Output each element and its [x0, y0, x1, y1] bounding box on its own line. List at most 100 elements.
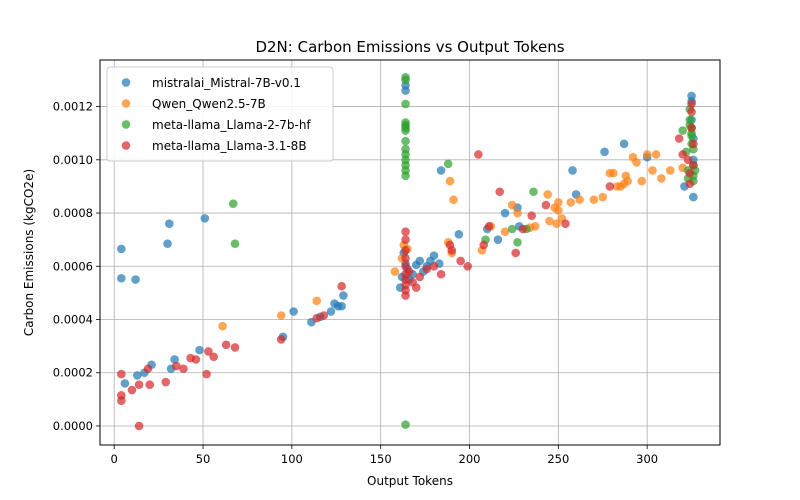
x-axis-label: Output Tokens	[367, 474, 453, 488]
data-point	[598, 192, 608, 202]
data-point	[443, 159, 453, 169]
chart-title: D2N: Carbon Emissions vs Output Tokens	[255, 38, 564, 56]
data-point	[312, 296, 322, 306]
data-point	[415, 256, 425, 266]
legend-marker	[121, 99, 131, 108]
data-point	[195, 345, 204, 355]
data-point	[218, 321, 227, 331]
data-point	[518, 224, 528, 234]
data-point	[527, 211, 536, 221]
data-point	[687, 107, 696, 117]
data-point	[117, 369, 126, 379]
data-point	[117, 273, 126, 283]
data-point	[429, 251, 439, 260]
x-axis-ticks: 0 50 100 150 200 250 300	[111, 445, 658, 466]
data-point	[337, 281, 346, 291]
data-point	[131, 275, 140, 284]
data-point	[665, 166, 675, 175]
legend-marker	[121, 78, 131, 87]
data-point	[507, 224, 517, 234]
y-tick-label: 0.0008	[53, 206, 93, 220]
data-point	[172, 361, 181, 371]
data-point	[474, 150, 483, 159]
data-point	[561, 219, 570, 228]
data-point	[170, 355, 179, 364]
legend-label: Qwen_Qwen2.5-7B	[152, 97, 266, 111]
data-point	[164, 219, 174, 228]
y-axis-ticks: 0.0000 0.0002 0.0004 0.0006 0.0008 0.0010 0.00…	[53, 100, 100, 433]
data-point	[529, 187, 538, 197]
x-tick-label: 0	[111, 452, 118, 466]
data-point	[436, 269, 446, 279]
data-point	[541, 200, 551, 210]
data-point	[221, 340, 231, 350]
data-point	[230, 239, 240, 248]
data-point	[689, 139, 698, 149]
data-point	[657, 174, 666, 183]
data-point	[401, 235, 410, 244]
data-point	[209, 352, 218, 362]
data-point	[678, 126, 687, 135]
data-point	[312, 313, 322, 323]
data-point	[545, 216, 554, 226]
data-point	[337, 301, 346, 311]
data-point	[401, 291, 410, 300]
data-point	[687, 99, 696, 109]
data-point	[326, 307, 336, 316]
data-point	[161, 377, 171, 387]
data-point	[127, 385, 137, 395]
data-point	[568, 166, 577, 175]
y-axis-label: Carbon Emissions (kgCO2e)	[22, 169, 36, 336]
data-point	[600, 147, 609, 157]
y-tick-label: 0.0006	[53, 259, 93, 273]
data-point	[554, 198, 563, 207]
data-point	[415, 272, 425, 282]
data-point	[648, 166, 657, 175]
data-point	[276, 311, 286, 320]
data-point	[513, 208, 522, 218]
data-point	[623, 176, 632, 186]
data-point	[530, 222, 540, 231]
y-tick-label: 0.0002	[53, 366, 93, 380]
data-point	[401, 253, 410, 263]
y-tick-label: 0.0012	[53, 100, 93, 114]
data-point	[674, 134, 684, 143]
data-point	[554, 206, 563, 215]
data-point	[609, 168, 618, 178]
data-point	[134, 380, 144, 390]
data-point	[401, 136, 410, 146]
data-point	[479, 240, 489, 250]
data-point	[276, 335, 286, 344]
data-point	[133, 371, 142, 380]
data-point	[642, 150, 652, 159]
data-point	[507, 200, 517, 210]
data-point	[179, 364, 188, 374]
data-point	[120, 379, 130, 388]
data-point	[339, 291, 348, 300]
data-point	[401, 75, 410, 85]
plot-frame	[99, 59, 721, 446]
data-point	[685, 179, 695, 189]
data-point	[200, 214, 210, 223]
data-point	[228, 199, 238, 209]
data-point	[117, 396, 126, 405]
x-tick-label: 250	[547, 452, 569, 466]
data-point	[401, 171, 410, 181]
data-point	[689, 160, 698, 170]
data-point	[230, 343, 240, 352]
data-point	[202, 369, 211, 379]
data-point	[401, 420, 410, 429]
data-point	[134, 421, 144, 431]
data-point	[687, 131, 696, 141]
data-point	[484, 222, 494, 231]
data-point	[401, 246, 410, 255]
legend-marker	[121, 141, 131, 150]
data-point	[500, 208, 510, 218]
data-point	[495, 187, 505, 197]
data-point	[513, 238, 522, 247]
data-point	[429, 261, 439, 271]
y-tick-label: 0.0004	[53, 313, 93, 327]
data-point	[401, 126, 410, 135]
data-point	[447, 246, 457, 255]
